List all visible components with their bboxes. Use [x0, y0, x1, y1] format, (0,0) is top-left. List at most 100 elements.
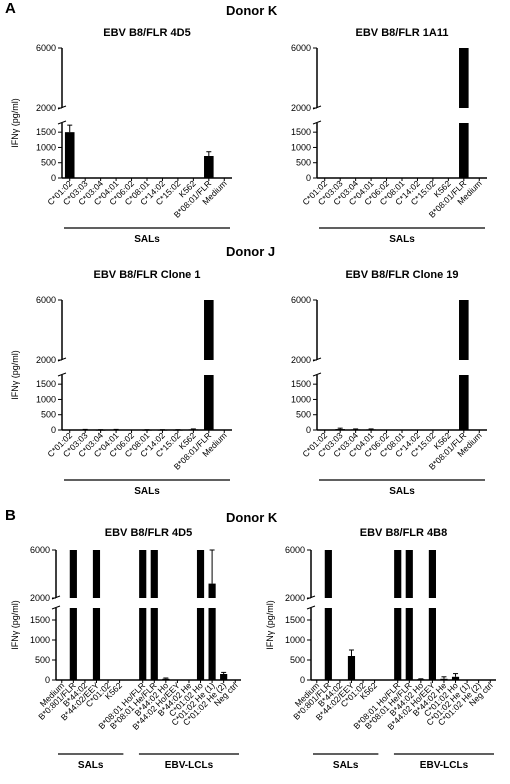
- axis-break-mark: [51, 605, 61, 610]
- bar: [350, 429, 361, 431]
- bar-lower: [92, 608, 101, 680]
- y-tick-label: 500: [41, 158, 56, 168]
- group-label: SALs: [134, 486, 160, 497]
- bar-lower: [139, 608, 147, 680]
- bar: [394, 550, 402, 598]
- bar-lower: [196, 608, 205, 680]
- bar: [366, 429, 376, 431]
- y-tick-label: 1000: [285, 635, 305, 645]
- axis-break-mark: [312, 120, 322, 125]
- y-tick-label: 0: [45, 675, 50, 685]
- y-tick-label: 6000: [291, 43, 311, 53]
- chart-title: EBV B8/FLR 4D5: [103, 28, 190, 39]
- bar: [69, 550, 77, 598]
- chart-title: EBV B8/FLR Clone 1: [94, 270, 201, 281]
- bar: [162, 678, 170, 680]
- bar: [64, 132, 75, 178]
- axis-break-mark: [306, 605, 316, 610]
- group-label: SALs: [78, 760, 104, 771]
- y-axis-label: IFNγ (pg/ml): [10, 600, 20, 650]
- y-tick-label: 1000: [291, 142, 311, 152]
- bar: [173, 429, 183, 431]
- y-tick-label: 6000: [36, 43, 56, 53]
- y-tick-label: 1000: [36, 142, 56, 152]
- chart-title: EBV B8/FLR Clone 19: [345, 270, 458, 281]
- chart-title: EBV B8/FLR 1A11: [356, 28, 449, 39]
- bar: [111, 429, 121, 431]
- group-label: EBV-LCLs: [165, 760, 214, 771]
- chart-j2: EBV B8/FLR Clone 1905001000150020006000C…: [291, 270, 487, 497]
- bar-lower: [459, 123, 469, 178]
- y-axis-label: IFNγ (pg/ml): [10, 350, 20, 400]
- y-tick-label: 1000: [291, 394, 311, 404]
- group-label: SALs: [389, 486, 415, 497]
- axis-break-mark: [312, 372, 322, 377]
- bar: [405, 550, 413, 598]
- donor-j-title: Donor J: [226, 244, 276, 259]
- y-tick-label: 6000: [291, 295, 311, 305]
- bar: [440, 678, 448, 680]
- y-tick-label: 500: [35, 655, 50, 665]
- bar: [459, 48, 469, 108]
- y-tick-label: 1500: [291, 127, 311, 137]
- y-tick-label: 0: [306, 173, 311, 183]
- bar: [196, 550, 205, 598]
- bar: [95, 429, 106, 431]
- y-tick-label: 0: [51, 425, 56, 435]
- bar-lower: [204, 375, 214, 430]
- bar: [324, 550, 332, 598]
- bar: [150, 550, 158, 598]
- bar-lower: [150, 608, 158, 680]
- bar-lower: [459, 375, 469, 430]
- bar-lower: [208, 608, 216, 680]
- bar: [142, 429, 152, 431]
- bar-lower: [69, 608, 77, 680]
- y-tick-label: 1000: [36, 394, 56, 404]
- y-tick-label: 6000: [285, 545, 305, 555]
- chart-title: EBV B8/FLR 4B8: [360, 528, 447, 539]
- group-label: EBV-LCLs: [420, 760, 469, 771]
- chart-a1: EBV B8/FLR 4D5 IFNγ (pg/ml) 0 500 1000 1500 20…: [10, 28, 232, 245]
- bar-lower: [405, 608, 413, 680]
- bar: [139, 550, 147, 598]
- donor-k-title-bottom: Donor K: [226, 510, 278, 525]
- y-tick-label: 1000: [30, 635, 50, 645]
- y-tick-label: 6000: [30, 545, 50, 555]
- chart-b1: EBV B8/FLR 4D5 IFNγ (pg/ml) 0 500 1000 1500 20…: [10, 528, 241, 771]
- chart-b2: EBV B8/FLR 4B8 IFNγ (pg/ml) 0 500 1000 1500 20…: [265, 528, 496, 771]
- y-tick-label: 1500: [30, 615, 50, 625]
- bar: [188, 429, 199, 431]
- y-tick-label: 2000: [36, 103, 56, 113]
- y-tick-label: 1500: [285, 615, 305, 625]
- bar: [92, 550, 101, 598]
- y-tick-label: 0: [306, 425, 311, 435]
- bar-lower: [324, 608, 332, 680]
- bar: [417, 679, 425, 680]
- panel-label-a: A: [5, 0, 16, 17]
- bar: [208, 583, 216, 598]
- donor-k-title-top: Donor K: [226, 3, 278, 18]
- bar: [459, 300, 469, 360]
- bar: [335, 429, 345, 430]
- y-tick-label: 1500: [36, 127, 56, 137]
- y-tick-label: 500: [296, 410, 311, 420]
- bar: [451, 676, 460, 680]
- y-tick-label: 500: [296, 158, 311, 168]
- bar-lower: [394, 608, 402, 680]
- bar-lower: [428, 608, 436, 680]
- chart-a2: EBV B8/FLR 1A1105001000150020006000C*01:…: [291, 28, 487, 245]
- y-tick-label: 1500: [36, 379, 56, 389]
- group-label: SALs: [134, 234, 160, 245]
- y-tick-label: 2000: [291, 103, 311, 113]
- bar: [204, 156, 214, 178]
- axis-break-mark: [57, 372, 67, 377]
- bar: [157, 429, 168, 431]
- axis-break-mark: [57, 120, 67, 125]
- y-tick-label: 2000: [285, 593, 305, 603]
- group-label: SALs: [333, 760, 359, 771]
- y-tick-label: 0: [300, 675, 305, 685]
- bar: [80, 429, 90, 431]
- bar: [220, 674, 228, 680]
- bar: [347, 656, 356, 680]
